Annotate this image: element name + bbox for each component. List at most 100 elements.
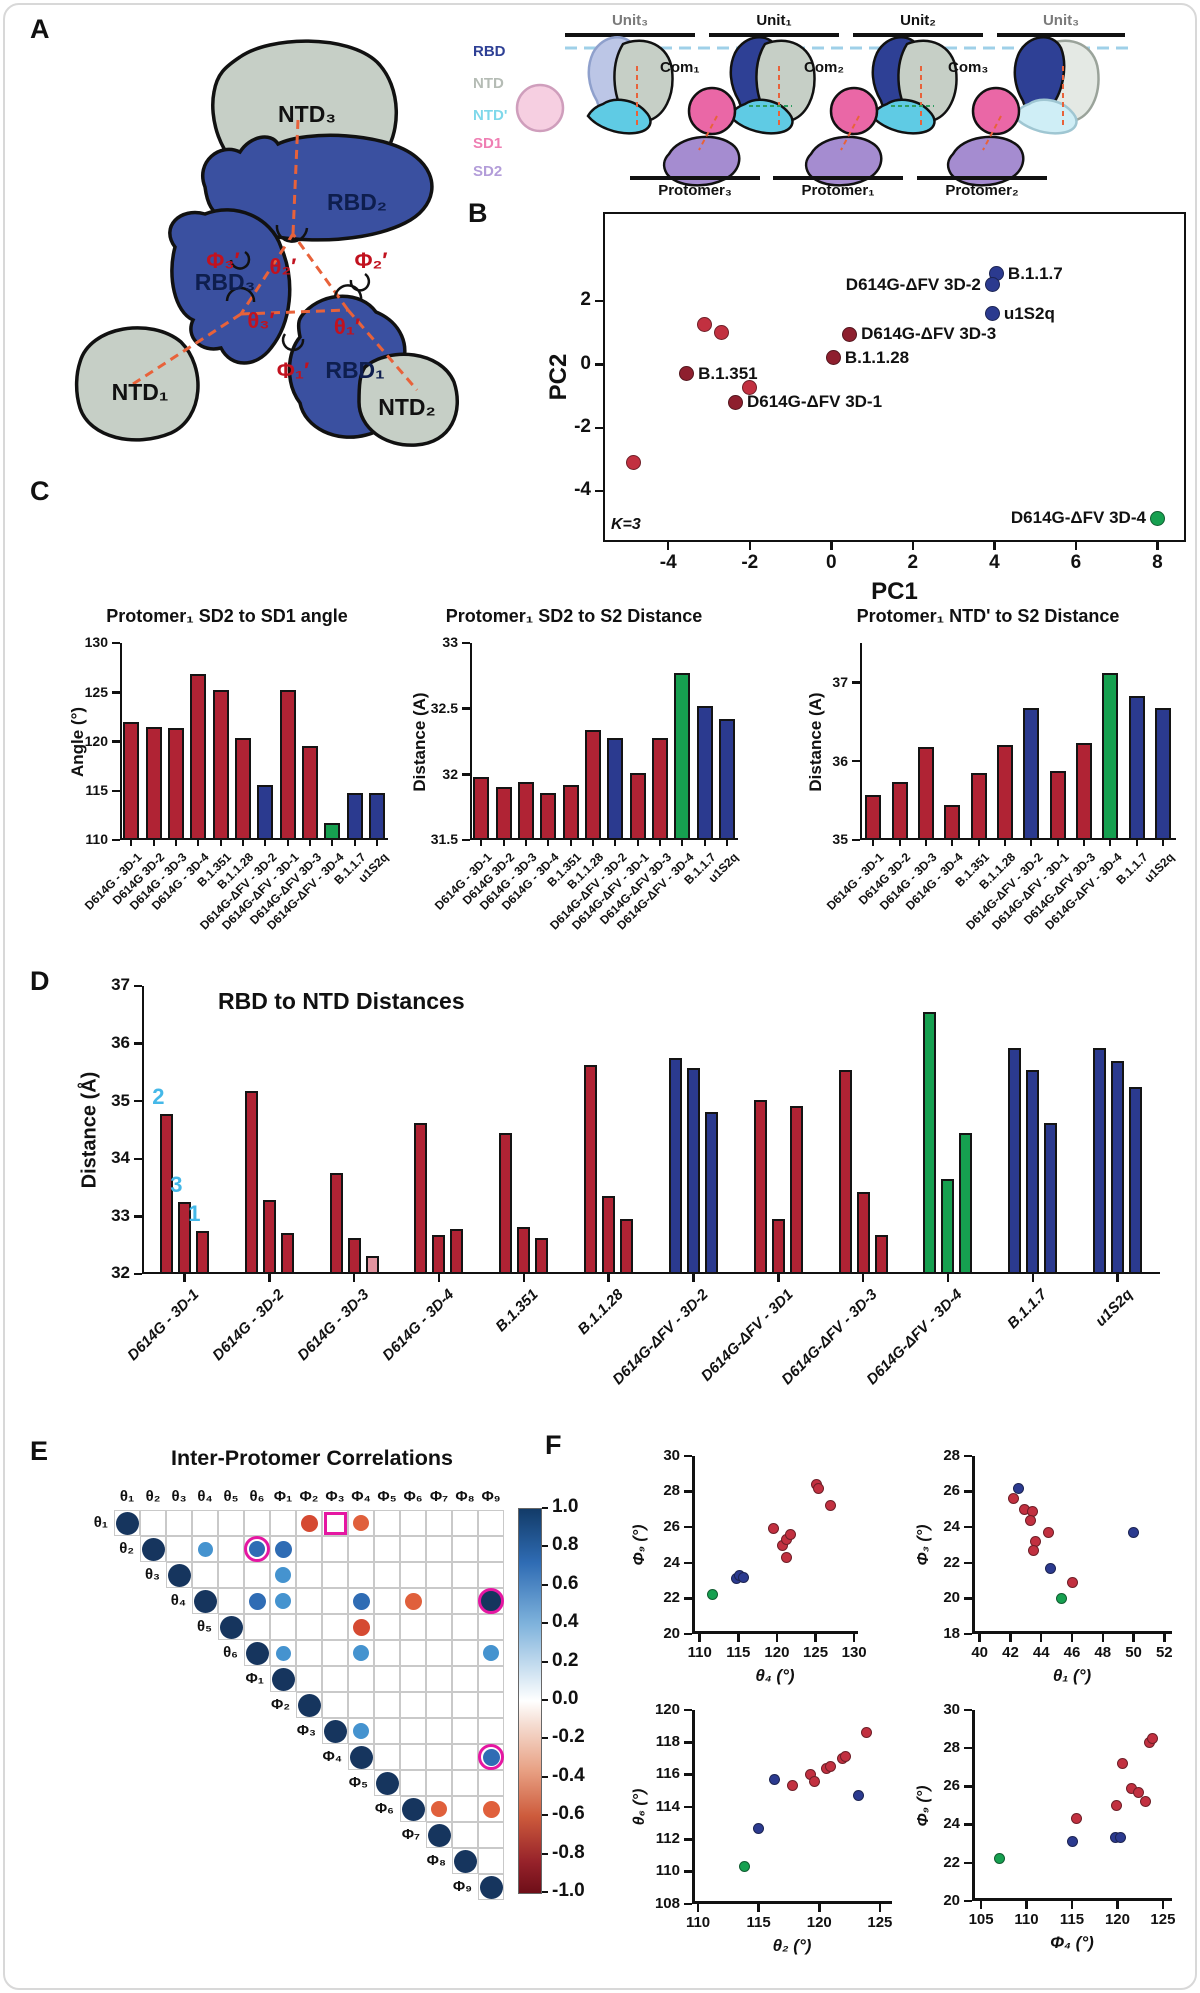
angle-theta2-label: θ₂′ [270,254,297,279]
bar [1129,1086,1143,1274]
matrix-cell [270,1614,296,1640]
matrix-cell [374,1744,400,1770]
sd2-sd1-angle-bar-chart: Protomer₁ SD2 to SD1 angle Angle (°) 110 11… [62,596,392,960]
scatter-point [1146,1733,1158,1745]
x-tick-mark [898,840,901,846]
scatter-point [808,1775,820,1787]
scatter-point [738,1861,750,1873]
bar [674,673,691,840]
x-tick-mark [861,1274,865,1282]
rbd3-label: RBD₃ [195,269,255,295]
bar [562,784,579,840]
correlation-circle [401,1797,425,1821]
angle-dashed-lines [132,119,419,391]
correlation-circle [297,1693,321,1717]
matrix-cell [374,1536,400,1562]
colorbar-tick-mark [542,1852,548,1855]
y-tick-mark [134,984,142,988]
x-tick-mark [681,840,684,846]
x-tick-mark [818,1904,821,1912]
y-tick-mark [684,1454,692,1458]
bar [177,1202,191,1274]
matrix-cell [426,1692,452,1718]
matrix-cell [218,1510,244,1536]
matrix-cell [478,1822,504,1848]
chart-title: Protomer₁ SD2 to SD1 angle [106,606,348,626]
matrix-column-label: Φ₂ [299,1488,319,1505]
x-tick-label: 48 [1094,1644,1112,1661]
x-tick-label: 0 [826,552,837,573]
x-tick-mark [331,840,334,846]
x-tick-mark [268,1274,271,1282]
x-tick-mark [1132,1634,1135,1642]
x-tick-mark [777,1274,780,1282]
y-tick-label: 18 [943,1624,960,1642]
x-axis-label: θ₁ (°) [1052,1666,1092,1685]
matrix-cell [426,1510,452,1536]
scatter-point [1071,1813,1083,1825]
x-axis-label: θ₂ (°) [772,1936,812,1955]
bar [324,823,341,840]
correlation-circle [483,1645,499,1661]
bar [668,1058,682,1274]
bar [368,792,385,840]
scatter-point [1149,510,1165,526]
x-tick-mark [614,840,617,846]
matrix-cell [400,1536,426,1562]
matrix-cell [478,1666,504,1692]
x-tick-mark [607,1274,610,1282]
correlation-circle [248,1592,266,1610]
scatter-point [1008,1493,1020,1505]
matrix-column-label: θ₆ [249,1488,265,1505]
y-tick-label: 108 [654,1894,680,1912]
bar [145,726,162,840]
y-tick-mark [964,1597,972,1600]
matrix-column-label: θ₁ [119,1488,135,1505]
x-tick-mark [1009,1634,1012,1642]
x-tick-label: 125 [1150,1911,1176,1928]
y-tick-mark [684,1741,692,1744]
x-tick-mark [978,1634,981,1642]
bar [234,737,251,840]
y-tick-mark [852,681,860,684]
y-tick-mark [134,1157,142,1161]
y-tick-mark [684,1805,692,1809]
matrix-row-label: θ₄ [170,1592,186,1609]
y-axis-label: Distance (Å) [78,1071,101,1189]
matrix-cell [348,1666,374,1692]
matrix-cell [218,1588,244,1614]
y-tick-label: -4 [574,479,591,501]
matrix-cell [452,1692,478,1718]
scatter-point [679,366,695,382]
correlation-circle [352,1592,370,1610]
correlation-circle [275,1567,291,1583]
x-tick-label: 44 [1032,1644,1050,1661]
x-tick-mark [1039,1634,1043,1642]
angle-theta3-label: θ₃′ [247,308,274,333]
matrix-row-label: Φ₁ [245,1670,264,1687]
x-tick-mark [911,542,915,550]
y-tick-mark [684,1870,692,1873]
correlation-circle [349,1745,373,1769]
angle-phi3-label: Φ₃′ [206,248,240,273]
matrix-cell [348,1692,374,1718]
scatter-point [753,1822,765,1834]
scatter-point [713,325,729,341]
ntd2-label: NTD₂ [378,394,436,420]
x-tick-mark [748,542,752,550]
chart-title: Protomer₁ SD2 to S2 Distance [445,606,703,626]
y-tick-mark [964,1525,972,1529]
correlation-circle [141,1537,165,1561]
bar [917,747,934,840]
bar [473,776,490,840]
x-tick-label: 115 [1059,1911,1085,1928]
matrix-cell [452,1536,478,1562]
matrix-cell [478,1848,504,1874]
x-tick-mark [698,1634,701,1642]
rbd2-label: RBD₂ [327,189,387,215]
scatter-point [1111,1800,1123,1811]
legend-ntd: NTD [473,75,504,92]
panel-a-label: A [30,14,50,44]
matrix-row-label: Φ₃ [296,1722,316,1739]
bar [257,784,274,840]
